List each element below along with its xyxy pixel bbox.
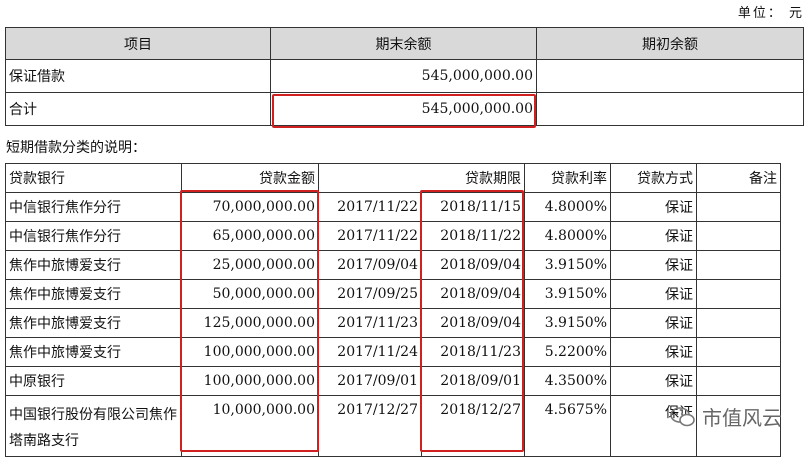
header-rate: 贷款利率 xyxy=(524,163,611,193)
amount-cell: 65,000,000.00 xyxy=(181,221,319,251)
end-date-cell: 2018/11/22 xyxy=(421,221,525,251)
table-row: 中信银行焦作分行 70,000,000.00 2017/11/22 2018/11/1… xyxy=(5,192,781,222)
begin-balance-cell xyxy=(536,59,804,93)
end-balance-cell: 545,000,000.00 xyxy=(270,92,537,126)
rate-cell: 4.3500% xyxy=(524,366,611,396)
bank-cell: 中原银行 xyxy=(5,366,182,396)
rate-cell: 3.9150% xyxy=(524,279,611,309)
start-date-cell: 2017/11/22 xyxy=(318,221,422,251)
remark-cell xyxy=(696,337,781,367)
end-date-cell: 2018/09/04 xyxy=(421,308,525,338)
remark-cell xyxy=(696,192,781,222)
loans-table: 贷款银行 贷款金额 贷款期限 贷款利率 贷款方式 备注 中信银行焦作分行 70,0… xyxy=(5,163,781,457)
header-begin-balance: 期初余额 xyxy=(536,27,804,60)
remark-cell xyxy=(696,366,781,396)
rate-cell: 3.9150% xyxy=(524,250,611,280)
table-row: 焦作中旅博爱支行 125,000,000.00 2017/11/23 2018/09/… xyxy=(5,308,781,338)
remark-cell xyxy=(696,279,781,309)
unit-label: 单位： 元 xyxy=(737,6,804,21)
table-row: 焦作中旅博爱支行 25,000,000.00 2017/09/04 2018/09/0… xyxy=(5,250,781,280)
header-amount: 贷款金额 xyxy=(181,163,319,193)
end-date-cell: 2018/09/04 xyxy=(421,279,525,309)
table-row: 中原银行 100,000,000.00 2017/09/01 2018/09/01 4.… xyxy=(5,366,781,396)
remark-cell xyxy=(696,221,781,251)
begin-balance-cell xyxy=(536,92,804,126)
start-date-cell: 2017/11/22 xyxy=(318,192,422,222)
item-cell: 合计 xyxy=(5,92,271,126)
method-cell: 保证 xyxy=(610,337,697,367)
start-date-cell: 2017/11/23 xyxy=(318,308,422,338)
table-row: 焦作中旅博爱支行 100,000,000.00 2017/11/24 2018/11/… xyxy=(5,337,781,367)
summary-header-row: 项目 期末余额 期初余额 xyxy=(5,27,804,60)
amount-cell: 70,000,000.00 xyxy=(181,192,319,222)
remark-cell xyxy=(696,395,781,457)
end-date-cell: 2018/11/23 xyxy=(421,337,525,367)
amount-cell: 100,000,000.00 xyxy=(181,366,319,396)
start-date-cell: 2017/09/25 xyxy=(318,279,422,309)
method-cell: 保证 xyxy=(610,221,697,251)
rate-cell: 4.5675% xyxy=(524,395,611,457)
table-row: 中信银行焦作分行 65,000,000.00 2017/11/22 2018/11/2… xyxy=(5,221,781,251)
end-date-cell: 2018/12/27 xyxy=(421,395,525,457)
method-cell: 保证 xyxy=(610,366,697,396)
end-date-cell: 2018/11/15 xyxy=(421,192,525,222)
watermark-text: 市值风云 xyxy=(702,406,782,430)
method-cell: 保证 xyxy=(610,250,697,280)
end-date-cell: 2018/09/04 xyxy=(421,250,525,280)
remark-cell xyxy=(696,308,781,338)
bank-cell: 焦作中旅博爱支行 xyxy=(5,308,182,338)
rate-cell: 3.9150% xyxy=(524,308,611,338)
rate-cell: 4.8000% xyxy=(524,192,611,222)
start-date-cell: 2017/12/27 xyxy=(318,395,422,457)
bank-cell: 中信银行焦作分行 xyxy=(5,192,182,222)
table-row: 焦作中旅博爱支行 50,000,000.00 2017/09/25 2018/09/0… xyxy=(5,279,781,309)
end-date-cell: 2018/09/01 xyxy=(421,366,525,396)
wechat-icon xyxy=(670,406,695,426)
header-term: 贷款期限 xyxy=(318,163,525,193)
remark-cell xyxy=(696,250,781,280)
start-date-cell: 2017/09/01 xyxy=(318,366,422,396)
method-cell: 保证 xyxy=(610,279,697,309)
watermark: 市值风云 xyxy=(670,402,782,431)
bank-cell: 焦作中旅博爱支行 xyxy=(5,337,182,367)
end-balance-cell: 545,000,000.00 xyxy=(270,59,537,93)
bank-cell: 焦作中旅博爱支行 xyxy=(5,279,182,309)
amount-cell: 10,000,000.00 xyxy=(181,395,319,457)
note-text: 短期借款分类的说明： xyxy=(6,140,146,156)
header-remark: 备注 xyxy=(696,163,781,193)
method-cell: 保证 xyxy=(610,308,697,338)
header-item: 项目 xyxy=(5,27,271,60)
table-row: 保证借款 545,000,000.00 xyxy=(5,59,804,93)
amount-cell: 50,000,000.00 xyxy=(181,279,319,309)
header-end-balance: 期末余额 xyxy=(270,27,537,60)
bank-cell: 中信银行焦作分行 xyxy=(5,221,182,251)
header-method: 贷款方式 xyxy=(610,163,697,193)
item-cell: 保证借款 xyxy=(5,59,271,93)
table-row: 中国银行股份有限公司焦作塔南路支行 10,000,000.00 2017/12/27… xyxy=(5,395,781,457)
loans-header-row: 贷款银行 贷款金额 贷款期限 贷款利率 贷款方式 备注 xyxy=(5,163,781,193)
bank-cell: 焦作中旅博爱支行 xyxy=(5,250,182,280)
bank-cell: 中国银行股份有限公司焦作塔南路支行 xyxy=(5,395,182,457)
rate-cell: 5.2200% xyxy=(524,337,611,367)
summary-table: 项目 期末余额 期初余额 保证借款 545,000,000.00 合计 545,… xyxy=(5,27,804,126)
start-date-cell: 2017/09/04 xyxy=(318,250,422,280)
rate-cell: 4.8000% xyxy=(524,221,611,251)
header-bank: 贷款银行 xyxy=(5,163,182,193)
table-row: 合计 545,000,000.00 xyxy=(5,92,804,126)
start-date-cell: 2017/11/24 xyxy=(318,337,422,367)
amount-cell: 100,000,000.00 xyxy=(181,337,319,367)
method-cell: 保证 xyxy=(610,192,697,222)
amount-cell: 25,000,000.00 xyxy=(181,250,319,280)
amount-cell: 125,000,000.00 xyxy=(181,308,319,338)
